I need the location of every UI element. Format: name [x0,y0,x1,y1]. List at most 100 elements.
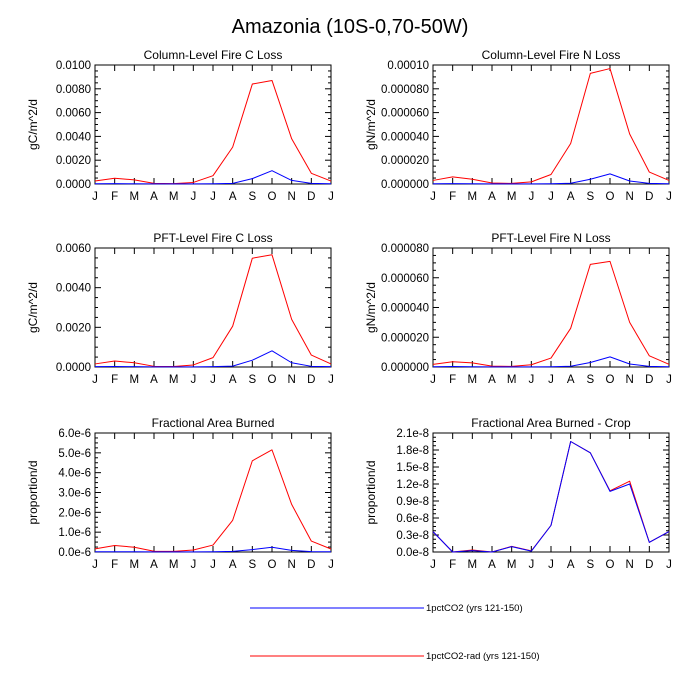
y-tick-label: 0.0080 [56,84,91,96]
x-tick-label: M [468,559,478,571]
x-tick-label: N [288,191,296,203]
series-line-1pctco2-rad [94,449,332,552]
y-tick-label: 0.000040 [381,303,429,315]
y-axis-label: gC/m^2/d [26,99,40,150]
x-tick-label: F [449,374,456,386]
y-tick-label: 0.000060 [381,273,429,285]
legend-label: 1pctCO2-rad (yrs 121-150) [426,651,540,662]
x-tick-label: O [606,559,615,571]
x-tick-label: J [190,559,196,571]
chart-panel: PFT-Level Fire C Loss gC/m^2/d 0.0000 0.002… [26,231,334,386]
x-tick-label: D [307,374,315,386]
x-tick-label: J [210,374,216,386]
y-tick-label: 0.000020 [381,155,429,167]
y-tick-label: 1.0e-6 [58,527,91,539]
x-tick-label: M [169,374,179,386]
series-line-1pctco2-rad [432,260,670,367]
y-tick-label: 1.5e-8 [396,462,429,474]
x-tick-label: A [567,191,575,203]
plot-frame [432,64,670,185]
series-line-1pctco2 [432,173,670,185]
x-tick-label: O [268,374,277,386]
panel-title: Column-Level Fire N Loss [482,48,621,62]
x-tick-label: J [548,191,554,203]
x-tick-label: N [288,374,296,386]
chart-panel: Column-Level Fire N Loss gN/m^2/d 0.000000… [364,48,672,203]
x-tick-label: D [645,374,653,386]
x-tick-label: J [666,559,672,571]
chart-panel: Fractional Area Burned proportion/d 0.0e-6… [26,416,334,571]
y-tick-label: 4.0e-6 [58,468,91,480]
legend: 1pctCO2 (yrs 121-150) 1pctCO2-rad (yrs 12… [250,603,540,662]
x-tick-label: A [150,559,158,571]
x-tick-label: J [528,559,534,571]
x-tick-label: J [430,374,436,386]
y-tick-label: 0.0100 [56,60,91,72]
x-tick-label: M [169,559,179,571]
y-tick-label: 2.0e-6 [58,507,91,519]
y-tick-label: 0.000020 [381,332,429,344]
x-tick-label: A [567,559,575,571]
chart-panel: Column-Level Fire C Loss gC/m^2/d 0.0000 0.… [26,48,334,203]
x-tick-label: F [111,559,118,571]
x-tick-label: J [430,191,436,203]
panel-title: Fractional Area Burned [152,416,275,430]
x-tick-label: J [328,374,334,386]
x-tick-label: M [130,559,140,571]
y-tick-label: 0.000040 [381,131,429,143]
x-tick-label: S [248,374,256,386]
y-tick-label: 0.0040 [56,283,91,295]
x-tick-label: A [229,374,237,386]
y-tick-label: 0.0020 [56,322,91,334]
y-axis-label: gC/m^2/d [26,282,40,333]
x-tick-label: D [307,559,315,571]
y-tick-label: 2.1e-8 [396,428,429,440]
x-tick-label: D [307,191,315,203]
y-tick-label: 1.2e-8 [396,479,429,491]
x-tick-label: D [645,559,653,571]
x-tick-label: M [507,374,517,386]
panel-title: PFT-Level Fire C Loss [153,231,272,245]
y-tick-label: 0.000000 [381,179,429,191]
y-tick-label: 0.6e-8 [396,513,429,525]
plot-frame [432,247,670,368]
y-axis-label: gN/m^2/d [364,99,378,150]
x-tick-label: A [488,374,496,386]
y-tick-label: 0.000080 [381,84,429,96]
series-line-1pctco2-rad [94,79,332,185]
x-tick-label: J [210,191,216,203]
panel-title: PFT-Level Fire N Loss [491,231,610,245]
x-tick-label: M [130,374,140,386]
y-axis-label: proportion/d [364,460,378,524]
x-tick-label: S [586,191,594,203]
x-tick-label: O [268,559,277,571]
x-tick-label: J [328,559,334,571]
x-tick-label: J [92,559,98,571]
x-tick-label: J [430,559,436,571]
y-tick-label: 1.8e-8 [396,445,429,457]
x-tick-label: J [528,374,534,386]
plot-frame [94,64,332,185]
y-tick-label: 0.0000 [56,179,91,191]
x-tick-label: A [229,191,237,203]
y-axis-label: gN/m^2/d [364,282,378,333]
x-tick-label: D [645,191,653,203]
x-tick-label: M [507,191,517,203]
x-tick-label: M [507,559,517,571]
chart-panel: PFT-Level Fire N Loss gN/m^2/d 0.000000 0.0… [364,231,672,386]
y-tick-label: 0.000060 [381,108,429,120]
x-tick-label: F [449,559,456,571]
x-tick-label: N [626,559,634,571]
y-tick-label: 0.9e-8 [396,496,429,508]
x-tick-label: S [248,191,256,203]
chart-panels: Column-Level Fire C Loss gC/m^2/d 0.0000 0.… [26,48,672,571]
x-tick-label: O [268,191,277,203]
figure-title: Amazonia (10S-0,70-50W) [232,16,469,38]
chart-panel: Fractional Area Burned - Crop proportion/… [364,416,672,571]
x-tick-label: J [92,191,98,203]
series-line-1pctco2 [94,350,332,368]
y-tick-label: 0.0000 [56,362,91,374]
x-tick-label: S [248,559,256,571]
x-tick-label: N [626,191,634,203]
x-tick-label: M [130,191,140,203]
